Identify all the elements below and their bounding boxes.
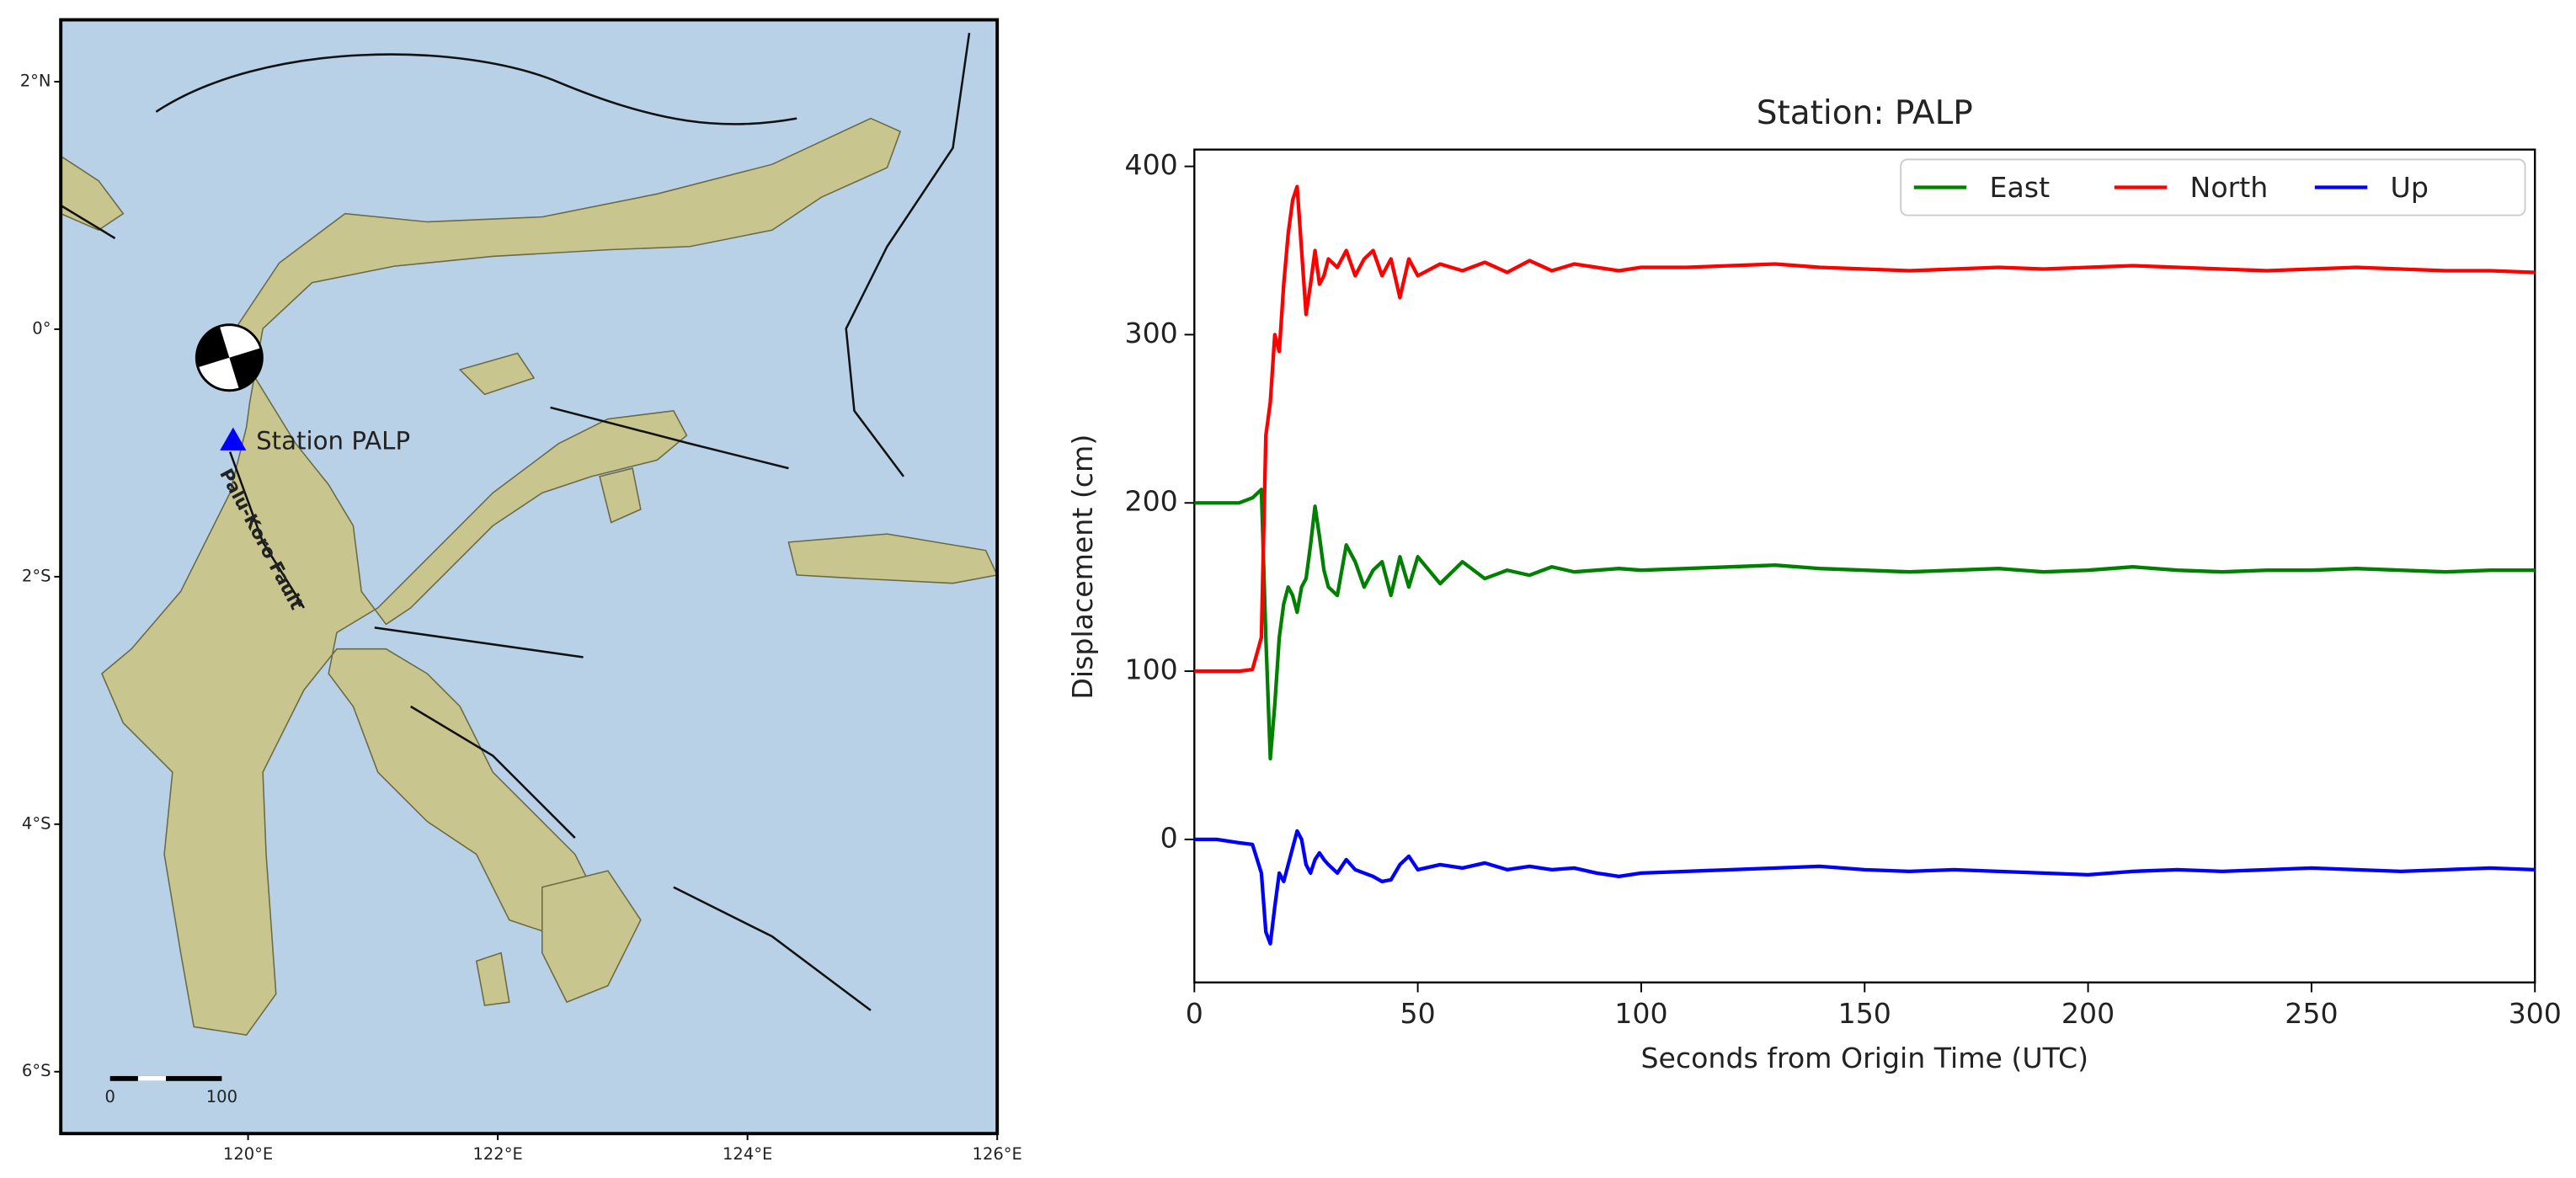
x-tick-label: 0 <box>1186 997 1203 1030</box>
y-tick-label: 300 <box>1124 317 1177 349</box>
y-axis-label: Displacement (cm) <box>1066 434 1099 700</box>
x-tick-label: 150 <box>1838 997 1891 1030</box>
y-tick-label: 0 <box>1160 821 1178 854</box>
scale-label: 0 <box>104 1087 115 1106</box>
x-tick-label: 100 <box>1614 997 1667 1030</box>
y-tick-label: 400 <box>1124 148 1177 181</box>
y-tick-label: 2°S <box>22 566 51 585</box>
series-line <box>1194 184 2536 674</box>
scale-bar <box>109 1075 222 1081</box>
scale-label: 100 <box>206 1087 237 1106</box>
legend-box <box>1900 158 2526 216</box>
y-tick-label: 4°S <box>22 813 51 833</box>
y-tick-label: 100 <box>1124 653 1177 686</box>
map-relief <box>61 19 998 1134</box>
y-tick-label: 200 <box>1124 485 1177 518</box>
x-tick-label: 122°E <box>472 1144 522 1164</box>
series-line <box>1194 829 2536 946</box>
legend-label: East <box>1990 171 2051 204</box>
x-tick-label: 200 <box>2061 997 2115 1030</box>
y-tick-label: 2°N <box>20 71 51 90</box>
x-axis-label: Seconds from Origin Time (UTC) <box>1640 1042 2088 1074</box>
x-tick-label: 126°E <box>973 1144 1022 1164</box>
station-label: Station PALP <box>256 427 410 456</box>
y-tick-label: 0° <box>32 318 51 338</box>
x-tick-label: 250 <box>2285 997 2338 1030</box>
x-tick-label: 124°E <box>723 1144 772 1164</box>
x-tick-label: 50 <box>1400 997 1436 1030</box>
legend-label: Up <box>2391 171 2429 204</box>
x-tick-label: 120°E <box>223 1144 273 1164</box>
y-tick-label: 6°S <box>22 1061 51 1080</box>
x-tick-label: 300 <box>2509 997 2562 1030</box>
chart-title: Station: PALP <box>1757 94 1973 132</box>
station-marker <box>220 427 247 450</box>
focal-mechanism <box>195 323 264 392</box>
series-line <box>1194 488 2536 761</box>
legend-label: North <box>2190 171 2269 204</box>
